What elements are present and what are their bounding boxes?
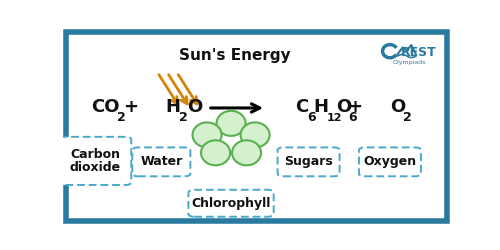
Text: Sun's Energy: Sun's Energy — [179, 48, 290, 62]
Text: dioxide: dioxide — [70, 161, 121, 174]
Text: H: H — [165, 98, 180, 116]
FancyBboxPatch shape — [60, 137, 132, 185]
Text: +: + — [348, 98, 362, 116]
Text: 2: 2 — [402, 111, 411, 124]
Ellipse shape — [240, 122, 270, 148]
Text: 2: 2 — [179, 111, 188, 124]
Ellipse shape — [216, 111, 246, 136]
Text: O: O — [390, 98, 405, 116]
Text: 6: 6 — [348, 111, 357, 124]
Text: 2: 2 — [117, 111, 126, 124]
Text: Olympiads: Olympiads — [392, 60, 426, 65]
FancyBboxPatch shape — [278, 148, 340, 176]
FancyBboxPatch shape — [132, 148, 190, 176]
Text: Water: Water — [140, 155, 182, 168]
Text: CO: CO — [92, 98, 120, 116]
Text: 12: 12 — [327, 112, 342, 122]
Text: +: + — [123, 98, 138, 116]
Text: O: O — [336, 98, 351, 116]
Ellipse shape — [232, 140, 261, 165]
Text: 6: 6 — [308, 111, 316, 124]
Text: C: C — [295, 98, 308, 116]
Ellipse shape — [192, 122, 222, 148]
Text: Sugars: Sugars — [284, 155, 333, 168]
FancyBboxPatch shape — [188, 190, 274, 217]
Text: Oxygen: Oxygen — [364, 155, 416, 168]
Text: REST: REST — [401, 46, 436, 59]
Text: O: O — [188, 98, 202, 116]
FancyBboxPatch shape — [359, 148, 421, 176]
Text: Carbon: Carbon — [70, 148, 120, 161]
Ellipse shape — [201, 140, 230, 165]
Text: Chlorophyll: Chlorophyll — [192, 197, 271, 210]
Text: H: H — [314, 98, 328, 116]
